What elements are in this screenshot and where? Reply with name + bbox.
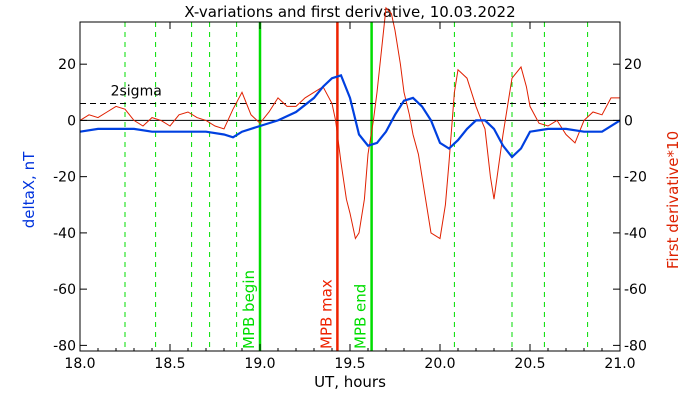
- y-axis-left-ticks: 20 0 -20 -40 -60 -80: [53, 57, 87, 354]
- y-tick-label-left-4: -60: [53, 282, 76, 298]
- y-tick-label-left-0: 20: [58, 57, 76, 73]
- plot-frame: [79, 21, 621, 352]
- series-first-derivative: [79, 6, 620, 240]
- x-tick-label-1: 18.5: [154, 356, 185, 372]
- sigma-label: 2sigma: [111, 84, 162, 100]
- marker-label-1: MPB max: [317, 279, 335, 349]
- y-tick-label-right-5: -80: [624, 338, 647, 354]
- x-axis-label: UT, hours: [314, 373, 386, 391]
- y-axis-right-label: First derivative*10: [664, 131, 682, 269]
- x-tick-label-4: 20.0: [424, 356, 455, 372]
- y-tick-label-right-4: -60: [624, 282, 647, 298]
- x-tick-label-5: 20.5: [514, 356, 545, 372]
- y-tick-label-right-1: 0: [624, 113, 633, 129]
- y-tick-label-right-0: 20: [624, 57, 642, 73]
- series-deltax: [79, 74, 621, 159]
- marker-label-0: MPB begin: [240, 270, 258, 349]
- x-axis-ticks: 18.0 18.5 19.0 19.5 20.0 20.5 21.0: [64, 22, 636, 372]
- mpb-markers: MPB begin MPB max MPB end: [240, 22, 373, 351]
- y-tick-label-left-1: 0: [67, 113, 76, 129]
- y-axis-left-label: deltaX, nT: [20, 151, 38, 228]
- y-tick-label-left-3: -40: [53, 226, 76, 242]
- y-tick-label-right-3: -40: [624, 226, 647, 242]
- y-tick-label-right-2: -20: [624, 170, 647, 186]
- x-tick-label-0: 18.0: [64, 356, 95, 372]
- chart-title: X-variations and first derivative, 10.03…: [184, 3, 515, 21]
- x-tick-label-6: 21.0: [604, 356, 635, 372]
- y-axis-right-ticks: 20 0 -20 -40 -60 -80: [613, 57, 647, 354]
- y-tick-label-left-5: -80: [53, 338, 76, 354]
- x-tick-label-3: 19.5: [334, 356, 365, 372]
- y-tick-label-left-2: -20: [53, 170, 76, 186]
- marker-label-2: MPB end: [352, 284, 370, 349]
- vertical-dashed-lines: [124, 22, 589, 351]
- x-tick-label-2: 19.0: [244, 356, 275, 372]
